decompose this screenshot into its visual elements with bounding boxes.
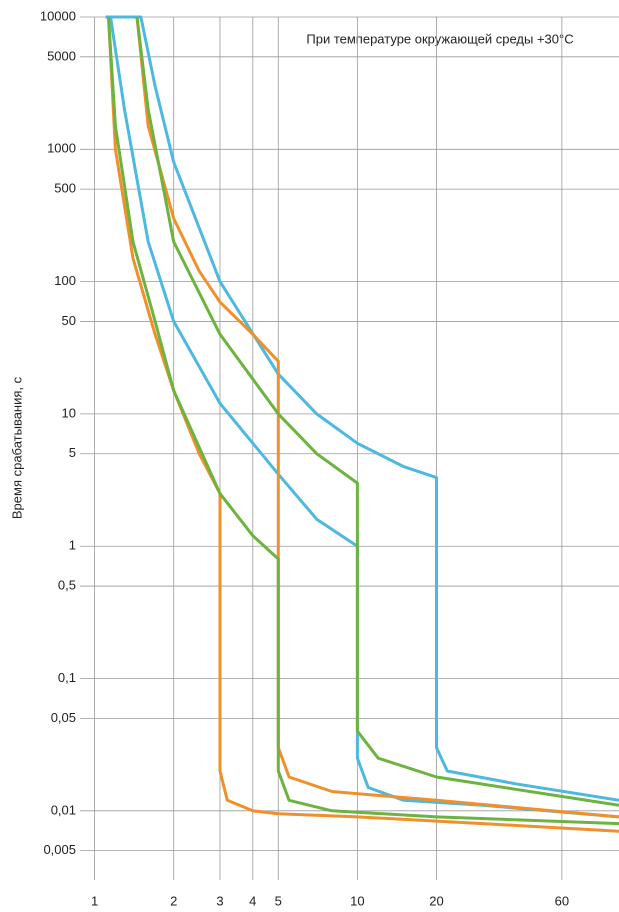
x-tick-label: 2	[170, 893, 177, 908]
x-tick-label: 5	[275, 893, 282, 908]
x-tick-label: 3	[216, 893, 223, 908]
x-tick-label: 1	[91, 893, 98, 908]
x-tick-label: 20	[429, 893, 443, 908]
y-tick-label: 1	[69, 538, 76, 553]
y-tick-label: 10000	[40, 8, 76, 23]
curve	[109, 16, 619, 819]
y-axis-label: Время срабатывания, с	[9, 376, 24, 519]
x-tick-label: 10	[350, 893, 364, 908]
curve	[107, 16, 619, 826]
y-tick-label: 0,05	[51, 710, 76, 725]
y-tick-label: 50	[62, 313, 76, 328]
y-tick-label: 500	[54, 181, 76, 196]
y-tick-label: 0,5	[58, 577, 76, 592]
y-tick-label: 5000	[47, 48, 76, 63]
y-tick-label: 0,1	[58, 670, 76, 685]
y-tick-label: 5	[69, 445, 76, 460]
y-tick-label: 1000	[47, 141, 76, 156]
curve	[105, 15, 619, 802]
x-tick-label: 4	[249, 893, 256, 908]
y-tick-label: 100	[54, 273, 76, 288]
curve	[107, 16, 619, 833]
curve	[135, 16, 619, 819]
y-tick-label: 0,01	[51, 802, 76, 817]
x-tick-label: 60	[555, 893, 569, 908]
annotation: При температуре окружающей среды +30°C	[306, 31, 573, 46]
curve	[135, 16, 619, 807]
y-tick-label: 0,005	[43, 842, 76, 857]
y-tick-label: 10	[62, 405, 76, 420]
